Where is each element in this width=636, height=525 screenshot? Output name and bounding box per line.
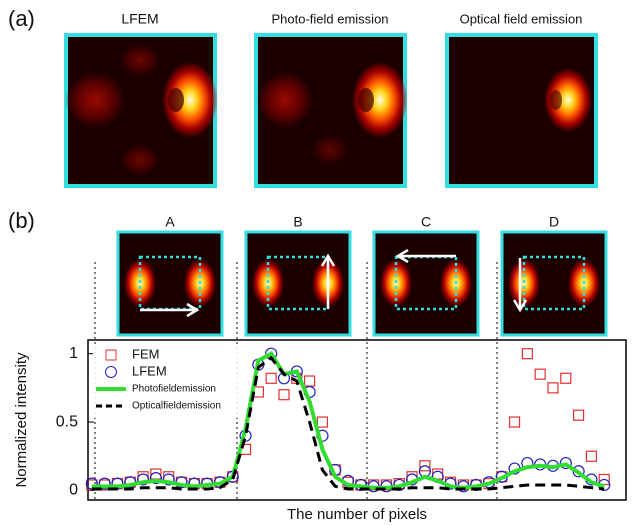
- legend-symbol: [105, 349, 117, 361]
- position-label: D: [549, 214, 559, 230]
- legend-label: LFEM: [132, 363, 167, 378]
- marker: [521, 348, 533, 360]
- marker: [278, 389, 290, 401]
- position-image: [244, 230, 352, 337]
- heatmap-image: [64, 33, 218, 188]
- marker: [585, 450, 598, 462]
- line: [91, 355, 605, 491]
- heatmap-image: [254, 33, 408, 188]
- image-title: Optical field emission: [460, 11, 583, 26]
- marker: [559, 456, 572, 470]
- y-tick-label: 1: [69, 345, 78, 362]
- y-axis-label: Normalized intensity: [13, 352, 30, 488]
- position-label: A: [165, 214, 175, 230]
- legend-label: FEM: [132, 346, 159, 361]
- marker: [265, 372, 277, 384]
- marker: [136, 473, 150, 486]
- marker: [316, 416, 329, 428]
- position-label: B: [293, 214, 302, 230]
- heatmap-image: [445, 33, 598, 188]
- legend-symbol: [105, 366, 117, 378]
- marker: [419, 460, 431, 472]
- x-axis-label: The number of pixels: [287, 506, 427, 523]
- position-image: [372, 230, 480, 337]
- marker: [304, 375, 316, 387]
- marker: [149, 472, 162, 485]
- marker: [508, 416, 521, 428]
- y-tick-label: 0: [69, 482, 78, 499]
- panel-label: (b): [8, 208, 35, 233]
- marker: [432, 468, 444, 480]
- y-tick-label: 0.5: [56, 413, 78, 430]
- position-image: [500, 230, 608, 337]
- image-title: LFEM: [121, 11, 158, 27]
- plot-frame: [87, 339, 627, 501]
- marker: [547, 382, 559, 394]
- legend-label: Opticalfieldemission: [132, 401, 221, 412]
- line: [91, 351, 605, 490]
- position-label: C: [421, 214, 431, 230]
- marker: [573, 409, 585, 421]
- marker: [162, 473, 175, 486]
- marker: [560, 372, 572, 384]
- marker: [98, 477, 111, 490]
- panel-label: (a): [8, 6, 35, 31]
- legend-label: Photofieldemission: [132, 384, 216, 395]
- marker: [534, 368, 546, 380]
- image-title: Photo-field emission: [271, 11, 388, 26]
- position-image: [116, 230, 224, 337]
